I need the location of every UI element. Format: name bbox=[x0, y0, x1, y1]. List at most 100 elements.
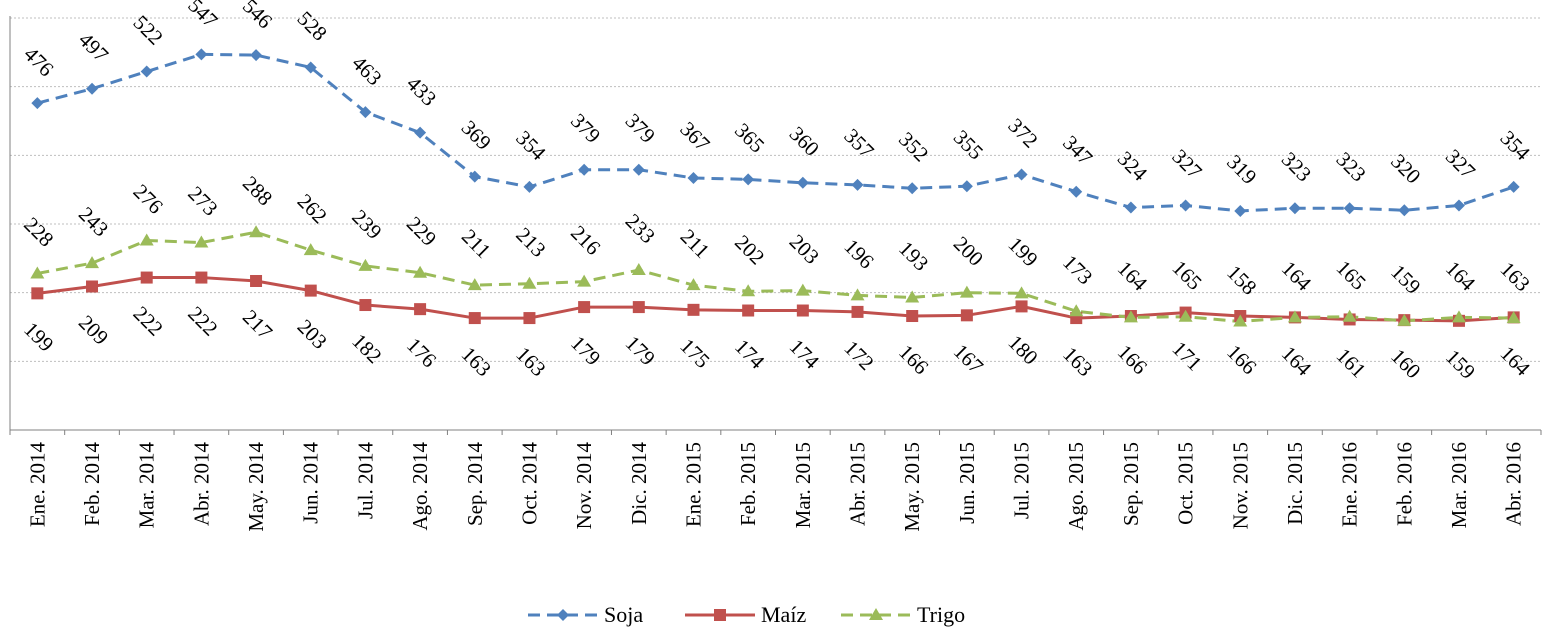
data-point-trigo bbox=[467, 278, 482, 291]
data-label-trigo: 165 bbox=[1168, 256, 1207, 295]
data-label-soja: 433 bbox=[402, 72, 441, 111]
data-point-soja bbox=[304, 61, 317, 74]
data-point-trigo bbox=[358, 258, 373, 271]
x-tick-label: Ene. 2014 bbox=[25, 442, 49, 528]
data-label-maiz: 179 bbox=[621, 331, 660, 370]
series-line-soja bbox=[36, 52, 1515, 213]
data-label-maiz: 172 bbox=[839, 336, 878, 375]
data-point-soja bbox=[960, 180, 973, 193]
data-label-soja: 327 bbox=[1168, 144, 1207, 183]
data-label-maiz: 176 bbox=[402, 333, 441, 372]
data-point-soja bbox=[523, 180, 536, 193]
data-label-trigo: 199 bbox=[1003, 232, 1042, 271]
data-point-trigo bbox=[1451, 310, 1466, 323]
data-label-trigo: 273 bbox=[183, 181, 222, 220]
data-label-maiz: 179 bbox=[566, 331, 605, 370]
data-label-trigo: 164 bbox=[1277, 256, 1317, 296]
x-tick-label: Dic. 2014 bbox=[627, 442, 651, 525]
data-point-trigo bbox=[850, 288, 865, 301]
data-label-trigo: 211 bbox=[457, 224, 496, 263]
data-label-soja: 354 bbox=[511, 126, 551, 166]
data-point-soja bbox=[632, 163, 645, 176]
data-label-soja: 352 bbox=[894, 127, 933, 166]
data-label-maiz: 203 bbox=[293, 314, 332, 353]
data-point-maiz bbox=[578, 301, 591, 314]
data-label-soja: 367 bbox=[675, 117, 714, 156]
x-tick-label: May. 2014 bbox=[244, 442, 268, 532]
data-label-trigo: 173 bbox=[1058, 250, 1097, 289]
data-label-soja: 546 bbox=[238, 0, 277, 33]
x-axis bbox=[9, 16, 1542, 435]
data-label-trigo: 165 bbox=[1332, 256, 1371, 295]
data-label-maiz: 164 bbox=[1277, 341, 1317, 381]
x-tick-label: Mar. 2016 bbox=[1447, 442, 1471, 528]
x-tick-label: Mar. 2015 bbox=[791, 442, 815, 528]
data-point-trigo bbox=[1397, 313, 1412, 326]
data-label-maiz: 163 bbox=[511, 342, 550, 381]
series-markers bbox=[30, 48, 1521, 327]
data-label-trigo: 233 bbox=[621, 209, 660, 248]
data-point-soja bbox=[1507, 180, 1520, 193]
data-point-soja bbox=[796, 176, 809, 189]
data-point-maiz bbox=[687, 303, 700, 316]
data-point-trigo bbox=[1506, 311, 1521, 324]
data-label-maiz: 182 bbox=[347, 329, 386, 368]
data-label-soja: 355 bbox=[949, 125, 988, 164]
data-label-trigo: 202 bbox=[730, 230, 769, 269]
data-point-maiz bbox=[140, 271, 153, 284]
data-label-trigo: 262 bbox=[293, 189, 332, 228]
data-label-trigo: 196 bbox=[839, 234, 878, 273]
data-point-maiz bbox=[304, 284, 317, 297]
data-label-soja: 357 bbox=[839, 124, 878, 163]
data-label-trigo: 288 bbox=[238, 171, 277, 210]
data-label-soja: 379 bbox=[621, 109, 660, 148]
data-point-maiz bbox=[906, 310, 919, 323]
x-tick-label: Ago. 2015 bbox=[1064, 442, 1088, 531]
data-point-soja bbox=[1179, 199, 1192, 212]
data-point-maiz bbox=[851, 305, 864, 318]
data-point-trigo bbox=[194, 235, 209, 248]
data-point-trigo bbox=[1178, 309, 1193, 322]
data-point-soja bbox=[1288, 202, 1301, 215]
data-point-soja bbox=[468, 170, 481, 183]
data-label-soja: 365 bbox=[730, 118, 769, 157]
data-point-soja bbox=[31, 97, 44, 110]
x-tick-label: Abr. 2016 bbox=[1502, 442, 1526, 526]
x-tick-label: Jul. 2014 bbox=[353, 442, 377, 520]
data-label-maiz: 209 bbox=[74, 310, 113, 349]
data-point-maiz bbox=[796, 304, 809, 317]
data-label-maiz: 164 bbox=[1496, 341, 1536, 381]
x-tick-label: Ene. 2016 bbox=[1338, 442, 1362, 527]
data-label-soja: 324 bbox=[1113, 146, 1153, 186]
data-point-maiz bbox=[31, 287, 44, 300]
data-point-trigo bbox=[959, 285, 974, 298]
data-point-soja bbox=[906, 182, 919, 195]
legend-marker-maiz bbox=[714, 609, 726, 621]
data-point-trigo bbox=[741, 284, 756, 297]
legend-label-maiz: Maíz bbox=[761, 602, 806, 627]
x-tick-label: Oct. 2015 bbox=[1174, 442, 1198, 525]
data-label-soja: 547 bbox=[183, 0, 222, 32]
data-point-soja bbox=[250, 49, 263, 62]
legend-marker-soja bbox=[557, 609, 569, 621]
data-point-maiz bbox=[195, 271, 208, 284]
x-tick-label: Feb. 2016 bbox=[1392, 442, 1416, 526]
data-point-soja bbox=[578, 163, 591, 176]
data-label-soja: 372 bbox=[1003, 113, 1042, 152]
data-point-maiz bbox=[359, 299, 372, 312]
gridlines bbox=[10, 17, 1541, 362]
data-point-maiz bbox=[468, 312, 481, 325]
data-point-maiz bbox=[414, 303, 427, 316]
data-point-soja bbox=[359, 106, 372, 119]
x-tick-label: Feb. 2015 bbox=[736, 442, 760, 526]
data-point-soja bbox=[1234, 204, 1247, 217]
data-label-trigo: 213 bbox=[511, 223, 550, 262]
series-line-maiz bbox=[37, 276, 1514, 323]
data-label-soja: 476 bbox=[19, 42, 58, 81]
data-label-maiz: 163 bbox=[1058, 342, 1097, 381]
x-tick-label: Abr. 2014 bbox=[189, 442, 213, 527]
data-point-maiz bbox=[632, 301, 645, 314]
data-point-soja bbox=[1452, 199, 1465, 212]
data-label-maiz: 222 bbox=[183, 301, 222, 340]
data-label-maiz: 199 bbox=[19, 317, 58, 356]
